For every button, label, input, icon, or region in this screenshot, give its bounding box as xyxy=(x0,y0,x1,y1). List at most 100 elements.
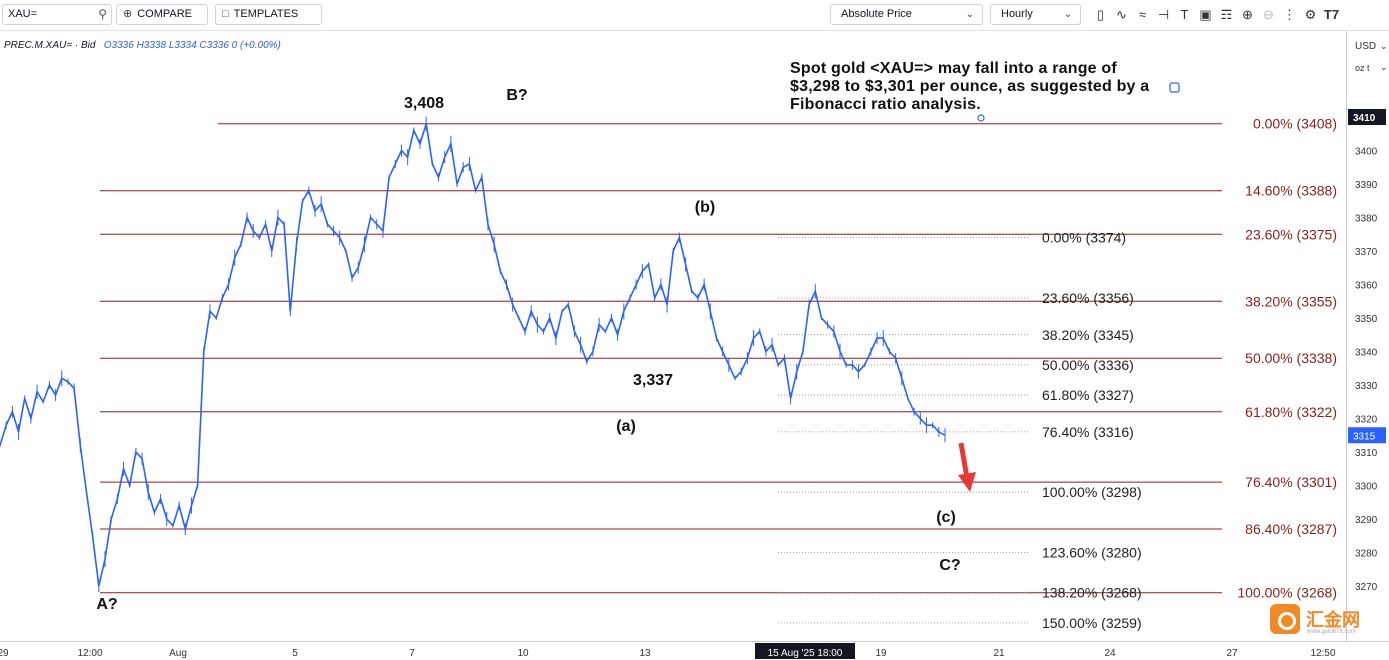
crosshair-time-badge xyxy=(755,643,855,659)
top-price-badge xyxy=(1348,109,1386,125)
fib-major-label: 100.00% (3268) xyxy=(1237,585,1337,601)
fib-minor-label: 0.00% (3374) xyxy=(1042,230,1126,246)
high-value: H3338 xyxy=(136,40,167,51)
top-toolbar: XAU= ⚲ ⊕ COMPARE □ TEMPLATES Absolute Pric… xyxy=(0,0,1389,31)
y-tick-label: 3280 xyxy=(1355,549,1378,560)
x-tick-label: 12:50 xyxy=(1310,648,1335,659)
price-mode-value: Absolute Price xyxy=(841,8,912,20)
symbol-input[interactable]: XAU= xyxy=(8,8,38,20)
currency-label[interactable]: USD xyxy=(1355,41,1377,52)
candles-icon[interactable]: ▯ xyxy=(1096,7,1105,22)
fib-minor-label: 123.60% (3280) xyxy=(1042,545,1142,561)
fib-minor-label: 76.40% (3316) xyxy=(1042,424,1134,440)
y-tick-label: 3370 xyxy=(1355,247,1378,258)
watermark-logo-icon xyxy=(1270,604,1300,634)
y-tick-label: 3300 xyxy=(1355,482,1378,493)
open-value: O3336 xyxy=(103,40,134,51)
wave-annotation: (b) xyxy=(695,199,715,216)
x-tick-label: 29 xyxy=(0,648,9,659)
x-tick-label: 19 xyxy=(875,648,887,659)
x-tick-label: 27 xyxy=(1226,648,1238,659)
red-arrow-head xyxy=(958,472,976,492)
chevron-down-icon[interactable]: ⌄ xyxy=(1380,41,1388,51)
y-tick-label: 3320 xyxy=(1355,415,1378,426)
time-axis[interactable] xyxy=(0,641,1389,660)
plus-circle-icon: ⊕ xyxy=(123,8,133,20)
folder-icon: □ xyxy=(222,8,229,20)
zoom-in-icon[interactable]: ⊕ xyxy=(1242,7,1253,22)
price-axis[interactable]: USD ⌄ oz t ⌄ xyxy=(1346,31,1389,641)
close-value: C3336 xyxy=(199,40,229,51)
x-tick-label: 13 xyxy=(639,648,651,659)
fib-minor-label: 50.00% (3336) xyxy=(1042,357,1134,373)
low-value: L3334 xyxy=(168,40,197,51)
fib-minor-label: 100.00% (3298) xyxy=(1042,484,1142,500)
wave-icon[interactable]: ≈ xyxy=(1138,7,1147,22)
crosshair-icon[interactable]: ⊣ xyxy=(1157,7,1170,22)
zoom-out-icon[interactable]: ⊖ xyxy=(1263,7,1274,22)
note-handle xyxy=(1169,82,1180,93)
settings-icon[interactable]: ⚙ xyxy=(1304,7,1317,22)
shapes-icon[interactable]: ▣ xyxy=(1199,7,1212,22)
chevron-down-icon: ⌄ xyxy=(965,9,974,20)
chevron-down-icon[interactable]: ⌄ xyxy=(1380,62,1388,72)
wave-annotation: 3,408 xyxy=(404,95,444,112)
watermark-url: www.gold678.com xyxy=(1307,629,1356,635)
compare-label: COMPARE xyxy=(137,8,193,20)
current-price-label: 3315 xyxy=(1353,431,1376,442)
price-mode-dropdown[interactable]: Absolute Price ⌄ xyxy=(830,4,983,25)
instrument-name: PREC.M.XAU= · Bid xyxy=(4,40,96,51)
fib-major-label: 61.80% (3322) xyxy=(1245,404,1337,420)
price-series-line xyxy=(0,123,946,587)
x-tick-label: 5 xyxy=(292,648,298,659)
watermark: 汇金网 www.gold678.com xyxy=(1270,604,1360,638)
text-icon[interactable]: T xyxy=(1180,7,1189,22)
wave-annotation: (a) xyxy=(616,418,636,435)
chevron-down-icon: ⌄ xyxy=(1063,9,1072,20)
x-tick-label: 15 Aug '25 18:00 xyxy=(768,648,843,659)
fib-major-label: 38.20% (3355) xyxy=(1245,293,1337,309)
fib-major-label: 0.00% (3408) xyxy=(1253,116,1337,132)
logo-icon: T7 xyxy=(1323,7,1340,22)
x-tick-label: 7 xyxy=(409,648,415,659)
indicators-icon[interactable]: ∿ xyxy=(1116,7,1127,22)
x-tick-label: 21 xyxy=(993,648,1005,659)
x-tick-label: 24 xyxy=(1104,648,1116,659)
interval-dropdown[interactable]: Hourly ⌄ xyxy=(990,4,1081,25)
unit-label[interactable]: oz t xyxy=(1355,63,1370,73)
watermark-text: 汇金网 xyxy=(1306,610,1360,630)
y-tick-label: 3380 xyxy=(1355,214,1378,225)
y-tick-label: 3270 xyxy=(1355,582,1378,593)
wave-annotation: (c) xyxy=(936,509,956,526)
templates-label: TEMPLATES xyxy=(233,8,299,20)
symbol-search[interactable]: XAU= ⚲ xyxy=(2,4,112,25)
drawing-tools: ▯ ∿ ≈ ⊣ T ▣ ☶ ⊕ ⊖ ⋮ ⚙ T7 xyxy=(1090,4,1342,25)
y-tick-label: 3400 xyxy=(1355,147,1378,158)
fib-minor-label: 38.20% (3345) xyxy=(1042,327,1134,343)
x-tick-label: 12:00 xyxy=(77,648,102,659)
pattern-icon[interactable]: ☶ xyxy=(1220,7,1233,22)
compare-button[interactable]: ⊕ COMPARE xyxy=(116,4,208,25)
wave-annotation: C? xyxy=(939,557,960,574)
templates-button[interactable]: □ TEMPLATES xyxy=(215,4,322,25)
fib-minor-label: 61.80% (3327) xyxy=(1042,387,1134,403)
wave-annotation: B? xyxy=(506,87,527,104)
fib-minor-label: 150.00% (3259) xyxy=(1042,615,1142,631)
interval-value: Hourly xyxy=(1001,8,1033,20)
red-arrow-shaft xyxy=(958,442,970,479)
search-icon[interactable]: ⚲ xyxy=(98,7,107,21)
fib-major-label: 14.60% (3388) xyxy=(1245,183,1337,199)
anchor-handle xyxy=(977,114,985,122)
x-tick-label: 10 xyxy=(517,648,529,659)
ohlc-legend: PREC.M.XAU= · Bid O3336 H3338 L3334 C333… xyxy=(4,40,281,51)
y-tick-label: 3340 xyxy=(1355,348,1378,359)
fib-minor-label: 138.20% (3268) xyxy=(1042,585,1142,601)
y-tick-label: 3330 xyxy=(1355,381,1378,392)
x-tick-label: Aug xyxy=(169,648,187,659)
current-price-badge xyxy=(1348,427,1386,444)
y-tick-label: 3350 xyxy=(1355,314,1378,325)
more-icon[interactable]: ⋮ xyxy=(1283,7,1296,22)
fib-major-label: 86.40% (3287) xyxy=(1245,521,1337,537)
fib-minor-label: 23.60% (3356) xyxy=(1042,290,1134,306)
